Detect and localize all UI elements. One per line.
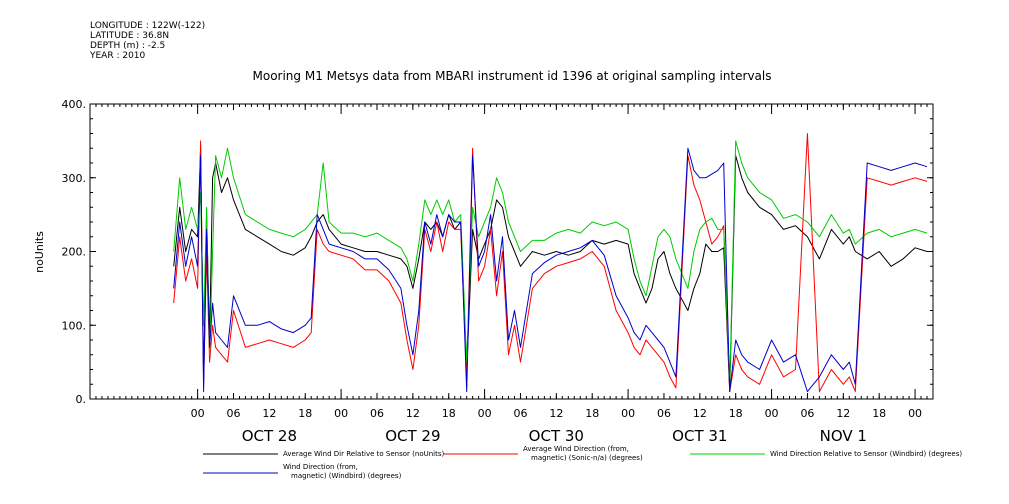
x-tick-label: 06 <box>226 407 240 420</box>
y-tick-label: 0. <box>76 393 87 406</box>
legend-label-line: Wind Direction (from, <box>283 463 358 471</box>
y-tick-label: 300. <box>62 172 87 185</box>
legend-label-1: Average Wind Dir Relative to Sensor (noU… <box>283 450 444 458</box>
x-tick-label: 06 <box>657 407 671 420</box>
series-line-3 <box>173 140 928 385</box>
day-label: OCT 29 <box>385 427 440 445</box>
x-tick-label: 12 <box>836 407 850 420</box>
x-tick-label: 00 <box>621 407 635 420</box>
legend-label-2: Average Wind Direction (from, magnetic) (… <box>523 445 643 462</box>
x-tick-label: 12 <box>262 407 276 420</box>
series-line-1 <box>173 147 928 393</box>
chart-title: Mooring M1 Metsys data from MBARI instru… <box>253 69 772 83</box>
x-tick-label: 18 <box>585 407 599 420</box>
y-tick-label: 400. <box>62 98 87 111</box>
x-tick-label: 00 <box>765 407 779 420</box>
x-tick-label: 00 <box>908 407 922 420</box>
day-label: OCT 30 <box>529 427 584 445</box>
legend-label-line: magnetic) (Sonic-n/a) (degrees) <box>531 454 643 462</box>
y-axis-label: noUnits <box>33 231 46 273</box>
x-tick-label: 12 <box>406 407 420 420</box>
x-tick-label: 00 <box>478 407 492 420</box>
depth-text: DEPTH (m) : -2.5 <box>90 41 166 51</box>
x-tick-label: 12 <box>549 407 563 420</box>
x-tick-label: 06 <box>800 407 814 420</box>
metadata-block: LONGITUDE : 122W(-122) LATITUDE : 36.8N … <box>90 21 205 61</box>
day-label: NOV 1 <box>820 427 867 445</box>
latitude-text: LATITUDE : 36.8N <box>90 31 170 41</box>
x-tick-label: 18 <box>442 407 456 420</box>
x-tick-label: 00 <box>191 407 205 420</box>
day-label: OCT 31 <box>672 427 727 445</box>
y-tick-label: 200. <box>62 246 87 259</box>
legend: Average Wind Dir Relative to Sensor (noU… <box>203 445 962 480</box>
year-text: YEAR : 2010 <box>90 51 146 61</box>
legend-label-4: Wind Direction (from, magnetic) (Windbird… <box>283 463 402 480</box>
series-line-4 <box>173 147 928 393</box>
x-tick-label: 00 <box>334 407 348 420</box>
legend-label-line: Average Wind Direction (from, <box>523 445 629 453</box>
legend-label-3: Wind Direction Relative to Sensor (Windb… <box>770 450 962 458</box>
x-tick-label: 18 <box>298 407 312 420</box>
x-tick-label: 06 <box>370 407 384 420</box>
series-group <box>173 133 928 393</box>
y-tick-label: 100. <box>62 319 87 332</box>
x-tick-label: 06 <box>513 407 527 420</box>
x-tick-label: 18 <box>729 407 743 420</box>
day-label: OCT 28 <box>242 427 297 445</box>
x-tick-label: 18 <box>872 407 886 420</box>
x-tick-label: 12 <box>693 407 707 420</box>
series-line-2 <box>173 133 928 393</box>
longitude-text: LONGITUDE : 122W(-122) <box>90 21 206 31</box>
legend-label-line: magnetic) (Windbird) (degrees) <box>291 472 402 480</box>
